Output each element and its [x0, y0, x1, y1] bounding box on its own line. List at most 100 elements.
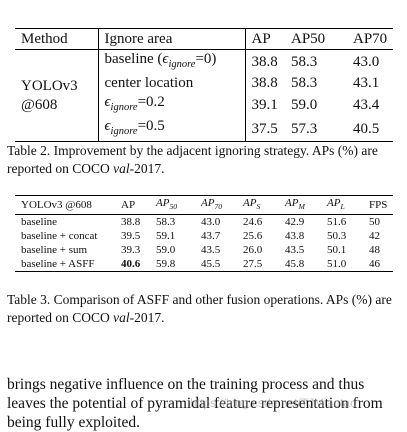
cell-text: 43.1 [353, 75, 380, 91]
cell-text: baseline + concat [21, 230, 98, 243]
cell: 43.4 [347, 93, 393, 117]
cell: 43.5 [195, 243, 237, 257]
cell: 45.5 [195, 257, 237, 272]
subscript: ignore [110, 126, 138, 137]
subscript: M [298, 202, 305, 212]
caption-text: -2017. [129, 310, 165, 325]
cell: 39.3 [115, 243, 150, 257]
row: center location 38.8 58.3 43.1 [15, 74, 393, 93]
cell-text: AP70 [353, 30, 388, 47]
cell: 38.8 [245, 50, 285, 75]
cell-text: 38.8 [251, 75, 278, 91]
cell: center location [98, 74, 246, 93]
row: baseline + ASFF 40.6 59.8 45.5 27.5 45.8 51.0 4… [15, 257, 393, 272]
cell: 26.0 [237, 243, 279, 257]
header-cell: AP50 [150, 195, 195, 216]
subscript: L [340, 202, 345, 212]
cell: 46 [363, 257, 393, 272]
header-cell: Ignore area [98, 28, 246, 50]
cell-text: 58.3 [156, 216, 176, 229]
cell-text: 59.0 [291, 96, 318, 113]
cell-text: 48 [369, 244, 380, 257]
cell: 43.1 [347, 74, 393, 93]
cell: 50.3 [321, 229, 363, 243]
cell-text: 45.5 [201, 258, 221, 271]
cell: 57.3 [285, 117, 347, 142]
cell-text: 45.8 [285, 258, 305, 271]
cell: 38.8 [115, 215, 150, 230]
caption-text: val [113, 310, 130, 325]
table-2: Method Ignore area AP AP50 AP70 YOLOv3 @608 bas… [15, 28, 393, 142]
method-line: @608 [21, 96, 58, 113]
cell-text: 51.6 [327, 216, 347, 229]
table-3: YOLOv3 @608 AP AP50 AP70 APS APM APL FPS baselin… [15, 195, 393, 273]
cell: 59.0 [150, 243, 195, 257]
cell-text: 40.6 [121, 258, 141, 271]
cell: ϵignore=0.2 [98, 93, 246, 117]
cell-text: 42 [369, 230, 380, 243]
cell: 50 [363, 215, 393, 230]
cell: 38.8 [245, 74, 285, 93]
header-cell: AP50 [285, 28, 347, 50]
cell: 42.9 [279, 215, 321, 230]
subscript: 70 [214, 202, 223, 212]
row: ϵignore=0.5 37.5 57.3 40.5 [15, 117, 393, 142]
method-cell: YOLOv3 @608 [15, 49, 99, 142]
cell: baseline [15, 215, 115, 230]
watermark: https://blog.csdn.net/TJMiaotao [190, 396, 357, 410]
header-cell: APM [279, 195, 321, 216]
cell-text: 43.0 [201, 216, 221, 229]
cell-text: 39.3 [121, 244, 141, 257]
cell: 51.0 [321, 257, 363, 272]
method-line: YOLOv3 [21, 77, 78, 94]
subscript: S [256, 202, 261, 212]
header-cell: AP [115, 195, 150, 216]
header-row: YOLOv3 @608 AP AP50 AP70 APS APM APL FPS [15, 195, 393, 216]
cell-text: 43.5 [201, 244, 221, 257]
cell: 59.8 [150, 257, 195, 272]
header-cell: YOLOv3 @608 [15, 195, 115, 216]
cell: baseline (ϵignore=0) [98, 49, 246, 74]
cell-text: 59.1 [156, 230, 176, 243]
header-row: Method Ignore area AP AP50 AP70 [15, 28, 393, 50]
row: ϵignore=0.2 39.1 59.0 43.4 [15, 93, 393, 117]
cell: 59.0 [285, 93, 347, 117]
cell: 24.6 [237, 215, 279, 230]
cell-text: 38.8 [251, 53, 278, 70]
cell-text: 43.4 [353, 96, 380, 113]
cell-text: Ignore area [104, 30, 173, 47]
cell: 42 [363, 229, 393, 243]
header-cell: FPS [363, 195, 393, 216]
cell-text: FPS [369, 199, 388, 212]
math-symbol: ϵ [104, 118, 111, 134]
cell-text: 39.1 [251, 96, 278, 113]
cell-text: =0) [195, 51, 217, 67]
cell: 43.5 [279, 243, 321, 257]
cell-text: Method [21, 30, 68, 47]
cell-text: 43.7 [201, 230, 221, 243]
cell: 43.0 [195, 215, 237, 230]
cell-text: 42.9 [285, 216, 305, 229]
cell-text: 50.1 [327, 244, 347, 257]
cell: 48 [363, 243, 393, 257]
cell-text: AP [251, 30, 271, 47]
cell-text: 57.3 [291, 120, 318, 137]
header-cell: APL [321, 195, 363, 216]
cell-text: =0.5 [137, 118, 165, 134]
cell-text: 59.0 [156, 244, 176, 257]
subscript: ignore [110, 102, 138, 113]
cell: 37.5 [245, 117, 285, 142]
paragraph-line: being fully exploited. [7, 414, 141, 431]
cell: 39.1 [245, 93, 285, 117]
header-cell: AP70 [195, 195, 237, 216]
cell: 59.1 [150, 229, 195, 243]
cell-text: YOLOv3 @608 [21, 199, 92, 212]
header-cell: Method [15, 28, 99, 50]
cell: baseline + ASFF [15, 257, 115, 272]
cell-text: 51.0 [327, 258, 347, 271]
header-cell: APS [237, 195, 279, 216]
caption-text: -2017. [129, 161, 165, 176]
table-2-caption: Table 2. Improvement by the adjacent ign… [7, 142, 399, 178]
cell: baseline + sum [15, 243, 115, 257]
cell: 25.6 [237, 229, 279, 243]
